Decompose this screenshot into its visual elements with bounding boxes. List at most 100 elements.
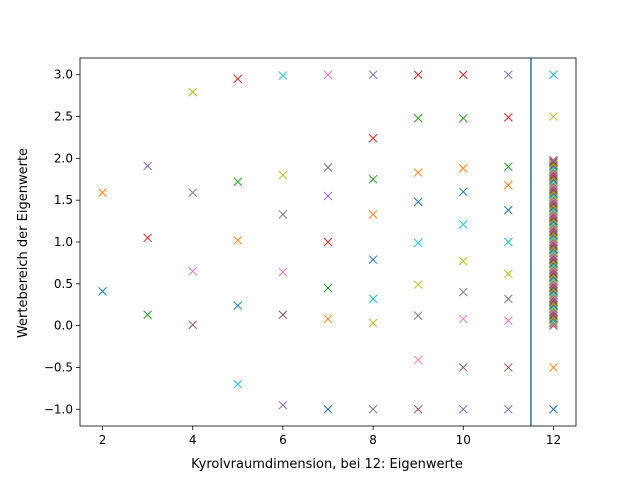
data-point-stroke: [368, 255, 378, 264]
data-point-stroke: [368, 174, 378, 184]
data-point-stroke: [368, 133, 378, 143]
data-point: [504, 237, 513, 247]
data-point-stroke: [188, 188, 198, 198]
data-point: [549, 363, 558, 372]
data-point-stroke: [323, 404, 333, 414]
data-point-stroke: [549, 158, 558, 168]
data-point-stroke: [323, 314, 333, 324]
data-point-stroke: [549, 70, 558, 80]
data-point-stroke: [233, 235, 243, 245]
data-point: [549, 158, 558, 168]
data-point: [368, 174, 378, 184]
data-point-stroke: [413, 70, 423, 80]
data-point: [504, 316, 513, 325]
data-point-stroke: [549, 159, 558, 169]
data-point: [188, 320, 198, 330]
data-point-stroke: [233, 301, 243, 310]
data-point: [278, 170, 288, 180]
y-tick-label: 3.0: [54, 68, 73, 82]
data-point: [323, 237, 333, 247]
data-point: [504, 162, 513, 172]
data-point: [504, 113, 513, 122]
data-point: [368, 294, 378, 304]
data-point: [98, 286, 107, 296]
x-tick-label: 6: [279, 433, 287, 447]
data-point: [458, 256, 468, 266]
data-point: [188, 266, 198, 276]
data-point-stroke: [368, 318, 378, 328]
data-point: [549, 404, 558, 414]
data-point: [323, 283, 333, 293]
data-point-stroke: [413, 311, 423, 320]
data-point: [458, 287, 468, 297]
data-point-stroke: [323, 237, 333, 247]
data-point: [188, 87, 198, 97]
data-point: [233, 301, 243, 310]
data-point: [413, 404, 423, 414]
data-point: [413, 311, 423, 320]
data-point-stroke: [323, 163, 333, 172]
data-point: [188, 188, 198, 198]
data-point-stroke: [504, 113, 513, 122]
data-point: [458, 314, 468, 324]
data-point: [504, 294, 513, 304]
data-point-stroke: [504, 363, 513, 372]
data-point-stroke: [504, 70, 513, 80]
data-point: [413, 238, 423, 248]
data-point-stroke: [233, 74, 243, 84]
y-tick-label: 2.0: [54, 151, 73, 165]
data-point: [413, 168, 423, 177]
y-tick-label: 2.5: [54, 110, 73, 124]
data-point-stroke: [458, 314, 468, 324]
y-tick-label: −1.0: [44, 402, 73, 416]
data-point: [143, 161, 152, 171]
data-point: [233, 235, 243, 245]
data-point: [368, 133, 378, 143]
data-point-stroke: [549, 112, 558, 121]
x-tick-label: 8: [369, 433, 377, 447]
data-point: [323, 314, 333, 324]
data-point: [504, 269, 513, 279]
data-point-stroke: [549, 157, 558, 166]
data-point-stroke: [458, 363, 468, 372]
y-tick-label: 0.0: [54, 319, 73, 333]
data-point-stroke: [368, 210, 378, 219]
data-point-stroke: [278, 267, 288, 277]
data-point: [458, 164, 468, 173]
data-point: [413, 355, 423, 365]
data-point: [549, 155, 558, 165]
data-point-stroke: [504, 269, 513, 279]
data-point: [233, 379, 243, 389]
data-point-stroke: [143, 161, 152, 171]
data-point: [504, 404, 513, 414]
data-point: [233, 74, 243, 84]
data-point: [143, 310, 152, 320]
data-point: [368, 210, 378, 219]
x-tick-label: 2: [99, 433, 107, 447]
x-tick-label: 10: [456, 433, 471, 447]
data-point: [504, 70, 513, 80]
data-point: [233, 177, 243, 187]
data-point-stroke: [278, 400, 288, 410]
data-point: [549, 70, 558, 80]
data-point-stroke: [458, 113, 468, 123]
data-point: [458, 187, 468, 197]
data-point: [458, 70, 468, 80]
x-tick-label: 12: [546, 433, 561, 447]
data-point-stroke: [233, 177, 243, 187]
data-point-stroke: [278, 71, 288, 80]
data-point-stroke: [504, 294, 513, 304]
data-point-stroke: [368, 70, 378, 80]
data-point-stroke: [504, 205, 513, 215]
y-tick-label: 1.0: [54, 235, 73, 249]
data-point-stroke: [323, 191, 333, 201]
x-axis-label: Kyrolvraumdimension, bei 12: Eigenwerte: [191, 457, 463, 472]
data-point: [368, 255, 378, 264]
data-point-stroke: [413, 404, 423, 414]
data-point: [323, 191, 333, 201]
data-point-stroke: [458, 70, 468, 80]
data-point: [278, 310, 288, 320]
data-point-stroke: [143, 310, 152, 320]
data-point: [458, 363, 468, 372]
